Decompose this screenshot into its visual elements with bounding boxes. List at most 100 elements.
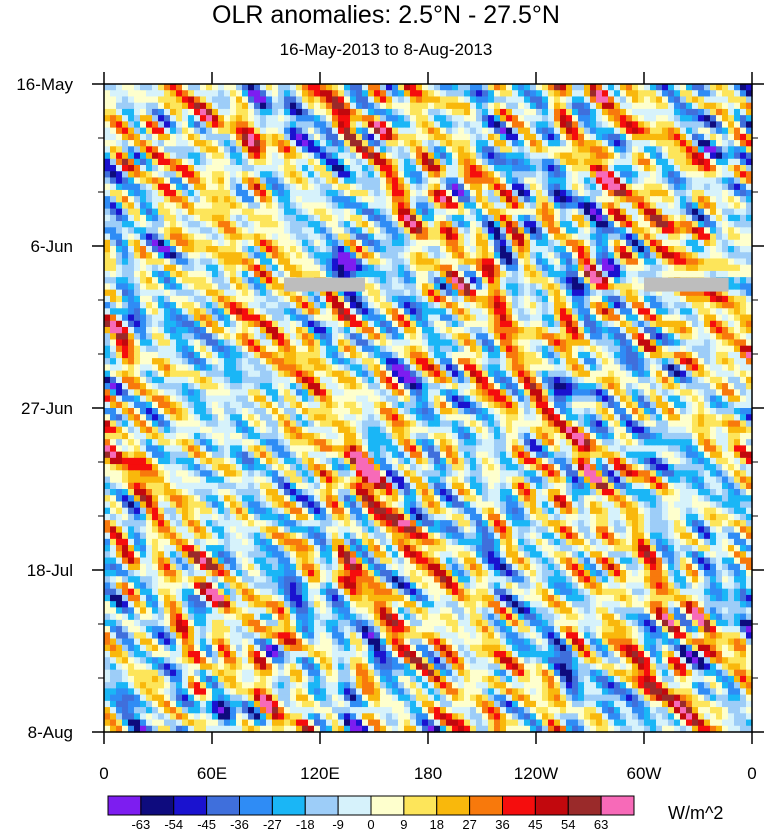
field-cell	[158, 270, 165, 278]
field-cell	[488, 108, 495, 116]
field-cell	[140, 295, 147, 303]
field-cell	[152, 239, 159, 247]
field-cell	[404, 189, 411, 197]
field-cell	[236, 277, 243, 284]
field-cell	[536, 345, 543, 353]
field-cell	[128, 364, 135, 372]
field-cell	[122, 171, 129, 179]
field-cell	[698, 96, 705, 104]
field-cell	[434, 239, 441, 247]
field-cell	[344, 84, 351, 91]
field-cell	[692, 127, 699, 135]
field-cell	[278, 320, 285, 328]
field-cell	[698, 146, 705, 154]
field-cell	[416, 239, 423, 247]
field-cell	[110, 314, 117, 322]
field-cell	[128, 252, 135, 260]
field-cell	[464, 227, 471, 235]
field-cell	[158, 158, 165, 166]
field-cell	[506, 302, 513, 309]
field-cell	[164, 165, 171, 172]
field-cell	[332, 214, 339, 222]
field-cell	[578, 364, 585, 372]
field-cell	[218, 196, 225, 203]
field-cell	[434, 270, 441, 278]
field-cell	[362, 252, 369, 260]
field-cell	[728, 115, 735, 122]
field-cell	[692, 165, 699, 172]
field-cell	[548, 345, 555, 353]
field-cell	[464, 258, 471, 266]
field-cell	[398, 233, 405, 241]
field-cell	[152, 214, 159, 222]
field-cell	[626, 115, 633, 122]
field-cell	[626, 221, 633, 228]
field-cell	[260, 252, 267, 260]
field-cell	[650, 158, 657, 166]
field-cell	[314, 165, 321, 172]
field-cell	[734, 283, 741, 291]
field-cell	[410, 345, 417, 353]
field-cell	[344, 90, 351, 98]
field-cell	[212, 233, 219, 241]
field-cell	[704, 214, 711, 222]
field-cell	[122, 370, 129, 378]
field-cell	[668, 339, 675, 347]
field-cell	[308, 133, 315, 141]
field-cell	[206, 351, 213, 359]
field-cell	[512, 158, 519, 166]
field-cell	[158, 183, 165, 191]
field-cell	[176, 351, 183, 359]
field-cell	[692, 233, 699, 241]
field-cell	[638, 270, 645, 278]
field-cell	[434, 121, 441, 129]
field-cell	[554, 146, 561, 154]
field-cell	[530, 214, 537, 222]
field-cell	[332, 121, 339, 129]
field-cell	[236, 264, 243, 272]
field-cell	[254, 358, 261, 365]
field-cell	[692, 308, 699, 316]
field-cell	[152, 208, 159, 216]
field-cell	[362, 364, 369, 372]
field-cell	[380, 320, 387, 328]
field-cell	[140, 252, 147, 260]
field-cell	[110, 270, 117, 278]
field-cell	[644, 246, 651, 253]
field-cell	[404, 121, 411, 129]
field-cell	[284, 221, 291, 228]
field-cell	[188, 108, 195, 116]
field-cell	[404, 258, 411, 266]
field-cell	[644, 208, 651, 216]
field-cell	[206, 327, 213, 334]
field-cell	[326, 183, 333, 191]
field-cell	[728, 302, 735, 309]
field-cell	[710, 239, 717, 247]
field-cell	[326, 152, 333, 160]
field-cell	[740, 189, 747, 197]
field-cell	[590, 221, 597, 228]
field-cell	[626, 146, 633, 154]
field-cell	[338, 308, 345, 316]
field-cell	[398, 158, 405, 166]
field-cell	[158, 127, 165, 135]
field-cell	[578, 108, 585, 116]
field-cell	[734, 252, 741, 260]
field-cell	[134, 258, 141, 266]
field-cell	[188, 351, 195, 359]
field-cell	[122, 227, 129, 235]
field-cell	[278, 351, 285, 359]
field-cell	[230, 233, 237, 241]
field-cell	[446, 314, 453, 322]
field-cell	[512, 140, 519, 147]
field-cell	[710, 327, 717, 334]
field-cell	[674, 152, 681, 160]
field-cell	[338, 90, 345, 98]
field-cell	[680, 208, 687, 216]
field-cell	[356, 270, 363, 278]
field-cell	[722, 221, 729, 228]
field-cell	[440, 320, 447, 328]
field-cell	[566, 308, 573, 316]
field-cell	[362, 115, 369, 122]
field-cell	[158, 208, 165, 216]
